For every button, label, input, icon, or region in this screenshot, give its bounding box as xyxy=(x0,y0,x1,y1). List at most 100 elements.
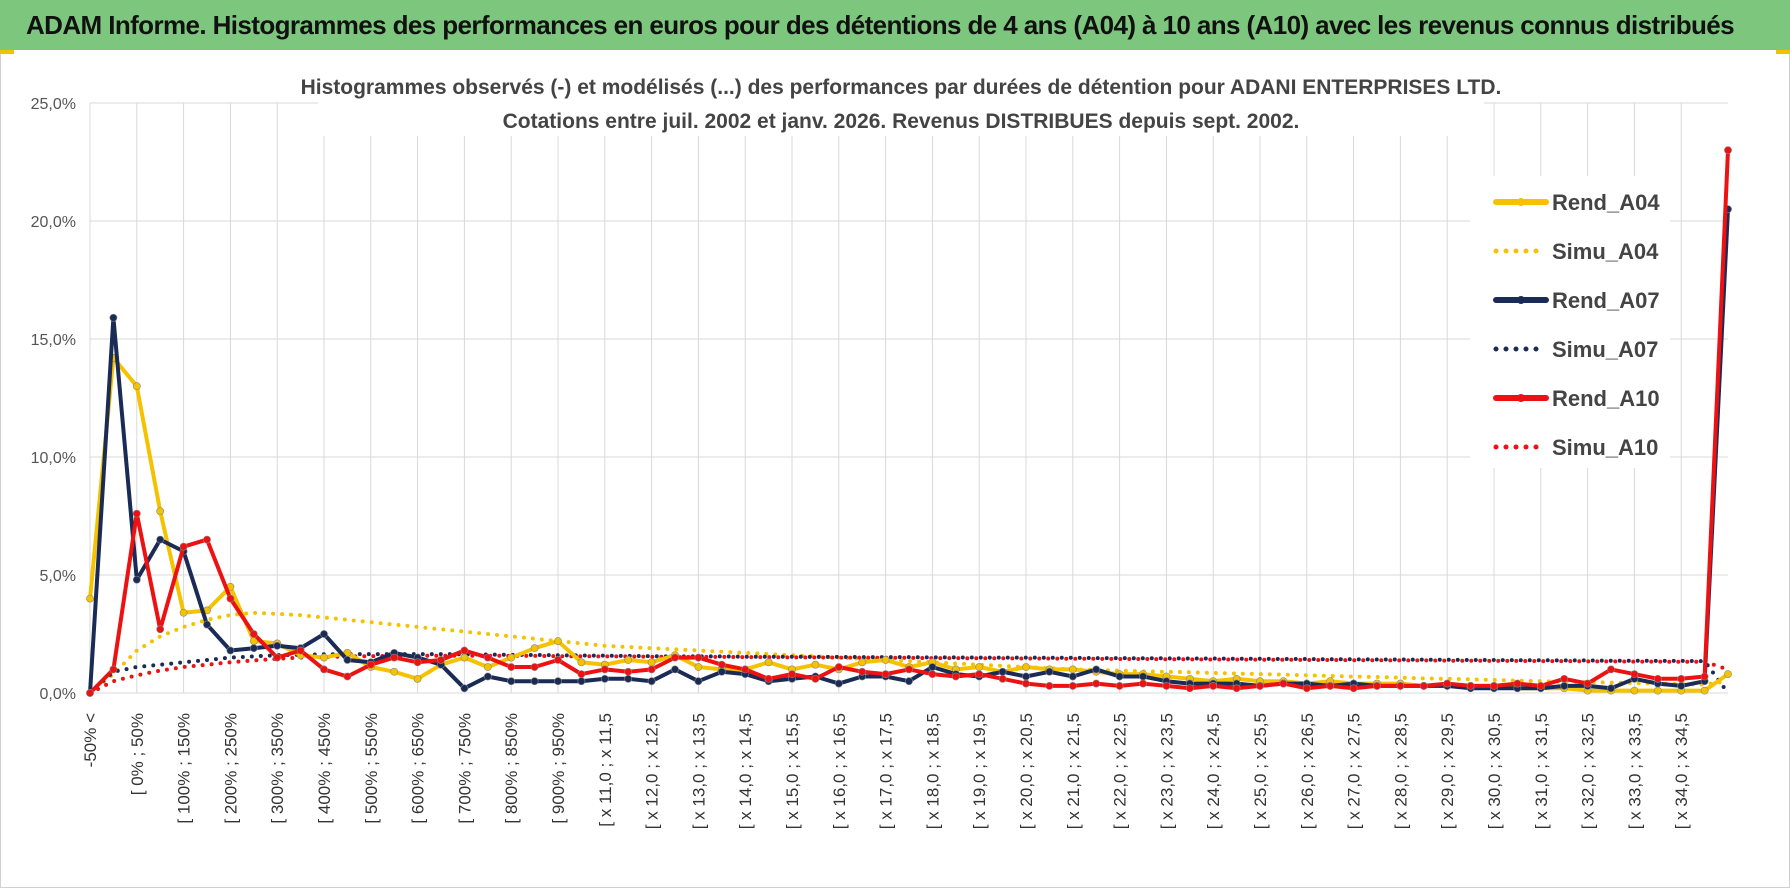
x-tick-label: [ 0% ; 50% xyxy=(128,713,147,795)
x-tick-label: [ x 11,0 ; x 11,5 xyxy=(596,713,615,827)
corner-accent-right xyxy=(1776,50,1790,54)
data-point xyxy=(881,656,890,664)
data-point xyxy=(694,677,703,686)
series-line-simu-a04 xyxy=(88,610,1730,695)
data-point xyxy=(249,630,258,638)
data-point xyxy=(1068,682,1077,690)
data-point xyxy=(1607,684,1615,693)
legend-label: Rend_A10 xyxy=(1552,386,1660,411)
legend-label: Rend_A07 xyxy=(1552,288,1660,313)
data-point xyxy=(320,665,328,674)
y-tick-label: 5,0% xyxy=(40,568,76,585)
data-point xyxy=(1700,686,1709,695)
data-point xyxy=(694,663,703,671)
x-tick-label: [ x 32,0 ; x 32,5 xyxy=(1579,713,1598,829)
data-point xyxy=(1139,679,1147,688)
data-point xyxy=(483,663,492,671)
y-tick-label: 10,0% xyxy=(31,450,76,467)
data-point xyxy=(624,674,633,683)
legend-label: Simu_A10 xyxy=(1552,435,1658,460)
x-tick-label: [ x 33,0 ; x 33,5 xyxy=(1625,713,1644,829)
data-point xyxy=(998,667,1007,676)
x-tick-label: [ x 24,0 ; x 24,5 xyxy=(1204,713,1223,829)
data-point xyxy=(600,665,609,674)
data-point xyxy=(1256,682,1264,690)
data-point xyxy=(156,507,165,516)
data-point xyxy=(343,656,352,664)
data-point xyxy=(507,653,516,662)
data-point xyxy=(975,670,984,679)
data-point xyxy=(132,509,141,518)
legend-marker xyxy=(1517,296,1525,304)
data-point xyxy=(928,670,937,679)
data-point xyxy=(1302,684,1311,693)
y-tick-label: 20,0% xyxy=(31,214,76,231)
data-point xyxy=(132,382,141,391)
data-point xyxy=(1045,682,1054,690)
data-point xyxy=(156,535,165,544)
data-point xyxy=(600,674,609,683)
data-point xyxy=(1326,682,1335,690)
x-tick-label: [ 200% ; 250% xyxy=(221,713,240,824)
data-point xyxy=(1022,672,1030,681)
data-point xyxy=(905,665,913,674)
data-point xyxy=(507,677,516,686)
x-tick-label: [ 400% ; 450% xyxy=(315,713,334,824)
data-point xyxy=(624,667,633,676)
data-point xyxy=(858,667,867,676)
data-point xyxy=(1068,672,1077,681)
x-tick-label: [ x 15,0 ; x 15,5 xyxy=(783,713,802,829)
data-point xyxy=(1677,674,1686,683)
data-point xyxy=(366,660,375,669)
corner-accent-left xyxy=(0,50,14,54)
data-point xyxy=(671,665,679,674)
data-point xyxy=(86,594,94,603)
series-line-simu-a10 xyxy=(88,653,1730,695)
x-tick-label: [ x 25,0 ; x 25,5 xyxy=(1251,713,1270,829)
data-point xyxy=(647,658,656,667)
data-point xyxy=(717,667,726,676)
header-banner: ADAM Informe. Histogrammes des performan… xyxy=(0,0,1790,50)
data-point xyxy=(507,663,516,671)
x-tick-label: [ 500% ; 550% xyxy=(362,713,381,824)
data-point xyxy=(834,679,843,688)
x-tick-label: [ x 34,0 ; x 34,5 xyxy=(1672,713,1691,829)
x-tick-label: [ x 23,0 ; x 23,5 xyxy=(1157,713,1176,829)
data-point xyxy=(109,665,118,674)
data-point xyxy=(1185,684,1194,693)
data-point xyxy=(460,646,469,655)
x-tick-label: [ x 26,0 ; x 26,5 xyxy=(1298,713,1317,829)
legend-label: Simu_A04 xyxy=(1552,239,1659,264)
data-point xyxy=(413,674,422,683)
data-point xyxy=(1349,684,1358,693)
data-point xyxy=(1630,686,1639,695)
data-point xyxy=(554,637,562,645)
x-tick-label: [ x 12,0 ; x 12,5 xyxy=(643,713,662,829)
x-tick-label: [ x 30,0 ; x 30,5 xyxy=(1485,713,1504,829)
data-point xyxy=(530,644,539,653)
x-tick-label: [ 100% ; 150% xyxy=(175,713,194,824)
data-point xyxy=(460,684,469,693)
x-tick-label: [ x 20,0 ; x 20,5 xyxy=(1017,713,1036,829)
x-tick-label: [ x 13,0 ; x 13,5 xyxy=(689,713,708,829)
x-tick-label: [ 700% ; 750% xyxy=(455,713,474,824)
page-title: ADAM Informe. Histogrammes des performan… xyxy=(26,9,1735,40)
x-tick-label: [ x 17,0 ; x 17,5 xyxy=(877,713,896,829)
data-point xyxy=(1724,670,1732,679)
data-point xyxy=(554,656,562,664)
data-point xyxy=(1607,665,1615,674)
chart-title-line-2: Cotations entre juil. 2002 et janv. 2026… xyxy=(503,110,1300,133)
x-tick-label: [ x 31,0 ; x 31,5 xyxy=(1532,713,1551,829)
y-axis-ticks: 0,0% 5,0% 10,0% 15,0% 20,0% 25,0% xyxy=(31,96,76,703)
data-point xyxy=(858,658,867,667)
data-point xyxy=(203,620,211,629)
data-point xyxy=(86,689,94,697)
chart-grid xyxy=(89,102,1728,694)
data-point xyxy=(390,653,399,662)
x-tick-label: [ 300% ; 350% xyxy=(268,713,287,824)
data-point xyxy=(764,658,773,667)
data-point xyxy=(788,670,796,679)
data-point xyxy=(226,594,235,603)
data-point xyxy=(1092,665,1101,674)
